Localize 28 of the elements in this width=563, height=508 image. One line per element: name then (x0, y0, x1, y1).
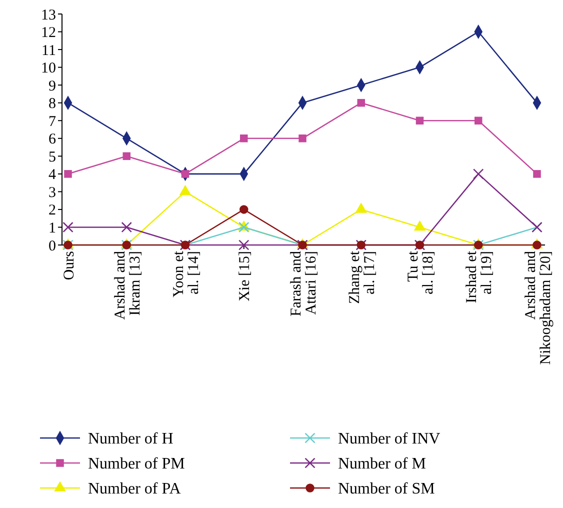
x-tick-label: Yoon et al. [14] (171, 250, 202, 298)
y-tick-label: 1 (48, 220, 56, 236)
y-tick-label: 6 (48, 132, 56, 148)
y-tick-label: 9 (48, 78, 56, 94)
legend-label: Number of H (88, 430, 174, 448)
y-tick-label: 10 (41, 60, 56, 77)
y-tick-label: 12 (41, 25, 56, 42)
x-tick-label: Ours (61, 250, 78, 280)
x-tick-label: Irshad et al. [19] (464, 250, 496, 304)
legend-label: Number of SM (338, 480, 435, 498)
y-tick-label: 4 (48, 167, 56, 184)
y-tick-label: 5 (48, 149, 56, 166)
x-tick-label: Tu et al. [18] (406, 250, 436, 294)
x-tick-label: Farash and Attari [16] (288, 250, 320, 316)
y-tick-label: 7 (48, 114, 56, 130)
legend-label: Number of PM (88, 456, 185, 473)
legend-label: Number of PA (88, 480, 182, 498)
x-tick-label: Arshad and Ikram [13] (112, 250, 144, 320)
y-tick-label: 3 (48, 184, 56, 201)
y-tick-label: 0 (48, 238, 56, 254)
y-tick-label: 11 (42, 42, 56, 59)
y-tick-label: 2 (48, 202, 56, 219)
legend-label: Number of M (338, 456, 426, 473)
y-tick-label: 8 (48, 96, 56, 112)
x-tick-label: Zhang et al. [17] (346, 250, 378, 304)
legend-label: Number of INV (338, 430, 441, 448)
x-tick-label: Xie [15] (237, 251, 254, 302)
y-tick-label: 13 (41, 7, 56, 24)
